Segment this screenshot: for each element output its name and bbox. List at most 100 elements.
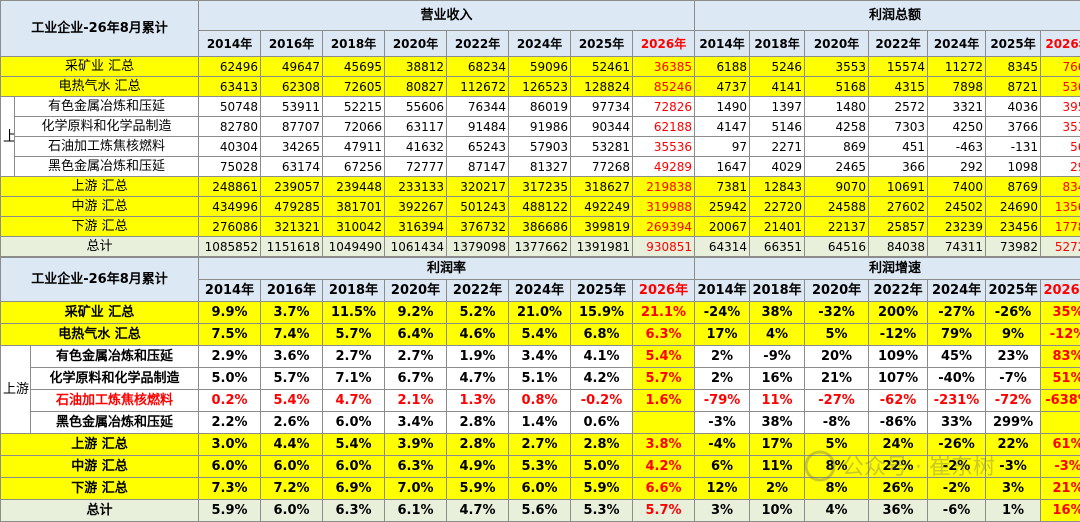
growth-cell: 22% xyxy=(986,434,1041,456)
margin-cell: 5.9% xyxy=(199,500,261,522)
growth-cell: 83% xyxy=(1041,346,1080,368)
revenue-cell: 87147 xyxy=(447,157,509,177)
profit-cell: 8769 xyxy=(986,177,1041,197)
row-label: 黑色金属冶炼和压延 xyxy=(31,412,199,434)
growth-cell: 21% xyxy=(1041,478,1080,500)
profit-cell: 3766 xyxy=(986,117,1041,137)
revenue-cell: 128824 xyxy=(571,77,633,97)
margin-cell: 1.6% xyxy=(633,390,695,412)
revenue-cell: 381701 xyxy=(323,197,385,217)
revenue-cell: 75028 xyxy=(199,157,261,177)
margin-cell: 4.2% xyxy=(571,368,633,390)
row-label: 中游 汇总 xyxy=(1,197,199,217)
growth-cell: 11% xyxy=(750,390,805,412)
margin-cell: 0.2% xyxy=(199,390,261,412)
revenue-cell: 320217 xyxy=(447,177,509,197)
revenue-cell: 55606 xyxy=(385,97,447,117)
profit-cell: 366 xyxy=(869,157,928,177)
margin-cell: 6.1% xyxy=(385,500,447,522)
profit-cell: 27602 xyxy=(869,197,928,217)
margin-cell: 7.0% xyxy=(385,478,447,500)
margin-cell: 4.7% xyxy=(447,368,509,390)
growth-cell: 79% xyxy=(928,324,986,346)
margin-cell: 4.1% xyxy=(571,346,633,368)
profit-cell: 23456 xyxy=(986,217,1041,237)
revenue-cell: 1085852 xyxy=(199,237,261,257)
profit-cell: 294 xyxy=(1041,157,1080,177)
margin-cell: 6.7% xyxy=(385,368,447,390)
revenue-year-header: 2026年 xyxy=(633,31,695,57)
profit-year-header: 2022年 xyxy=(869,31,928,57)
growth-cell: 200% xyxy=(869,302,928,324)
upstream-side-label: 上游 xyxy=(1,346,31,434)
profit-cell: 5168 xyxy=(805,77,869,97)
margin-cell: 4.7% xyxy=(447,500,509,522)
revenue-cell: 930851 xyxy=(633,237,695,257)
margin-cell: 7.1% xyxy=(323,368,385,390)
growth-cell: 21% xyxy=(805,368,869,390)
growth-cell: 3% xyxy=(986,478,1041,500)
revenue-cell: 77268 xyxy=(571,157,633,177)
margin-cell: 3.6% xyxy=(261,346,323,368)
profit-cell: 8345 xyxy=(986,57,1041,77)
revenue-cell: 488122 xyxy=(509,197,571,217)
profit-cell: 17786 xyxy=(1041,217,1080,237)
table-row: 上游有色金属冶炼和压延50748539115221555606763448601… xyxy=(1,97,1080,117)
revenue-year-header: 2016年 xyxy=(261,31,323,57)
margin-year-header: 2014年 xyxy=(199,280,261,302)
revenue-cell: 492249 xyxy=(571,197,633,217)
row-label: 采矿业 汇总 xyxy=(1,302,199,324)
profit-year-header: 2020年 xyxy=(805,31,869,57)
row-label: 石油加工炼焦核燃料 xyxy=(31,390,199,412)
growth-cell: 299% xyxy=(986,412,1041,434)
profit-cell: 1397 xyxy=(750,97,805,117)
profit-cell: 20067 xyxy=(695,217,750,237)
revenue-cell: 1391981 xyxy=(571,237,633,257)
revenue-cell: 68234 xyxy=(447,57,509,77)
margin-cell: 3.9% xyxy=(385,434,447,456)
growth-cell: -62% xyxy=(869,390,928,412)
revenue-cell: 49647 xyxy=(261,57,323,77)
revenue-cell: 41632 xyxy=(385,137,447,157)
profit-cell: 64314 xyxy=(695,237,750,257)
margin-year-header: 2025年 xyxy=(571,280,633,302)
profit-cell: 5146 xyxy=(750,117,805,137)
revenue-cell: 62188 xyxy=(633,117,695,137)
row-label: 上游 汇总 xyxy=(1,434,199,456)
revenue-cell: 52461 xyxy=(571,57,633,77)
revenue-cell: 399819 xyxy=(571,217,633,237)
row-label: 总计 xyxy=(1,500,199,522)
revenue-cell: 91986 xyxy=(509,117,571,137)
profit-year-header: 2014年 xyxy=(695,31,750,57)
profit-cell: 3553 xyxy=(805,57,869,77)
margin-cell: 5.4% xyxy=(633,346,695,368)
revenue-cell: 239448 xyxy=(323,177,385,197)
margin-year-header: 2024年 xyxy=(509,280,571,302)
profit-cell: 24690 xyxy=(986,197,1041,217)
growth-cell: 24% xyxy=(869,434,928,456)
growth-cell: -27% xyxy=(805,390,869,412)
growth-cell: -2% xyxy=(928,478,986,500)
margin-cell: 3.7% xyxy=(261,302,323,324)
profit-cell: 7662 xyxy=(1041,57,1080,77)
growth-year-header: 2020年 xyxy=(805,280,869,302)
growth-cell: -6% xyxy=(928,500,986,522)
margin-cell: 9.2% xyxy=(385,302,447,324)
margin-cell: 5.4% xyxy=(509,324,571,346)
growth-cell: 17% xyxy=(750,434,805,456)
growth-cell: 11% xyxy=(750,456,805,478)
growth-cell: 2% xyxy=(695,346,750,368)
revenue-cell: 72777 xyxy=(385,157,447,177)
profit-cell: 8721 xyxy=(986,77,1041,97)
profit-cell: 2271 xyxy=(750,137,805,157)
revenue-cell: 87707 xyxy=(261,117,323,137)
revenue-cell: 434996 xyxy=(199,197,261,217)
revenue-cell: 392267 xyxy=(385,197,447,217)
margin-cell: 6.0% xyxy=(323,456,385,478)
revenue-cell: 376732 xyxy=(447,217,509,237)
revenue-cell: 67256 xyxy=(323,157,385,177)
margin-cell: 6.4% xyxy=(385,324,447,346)
